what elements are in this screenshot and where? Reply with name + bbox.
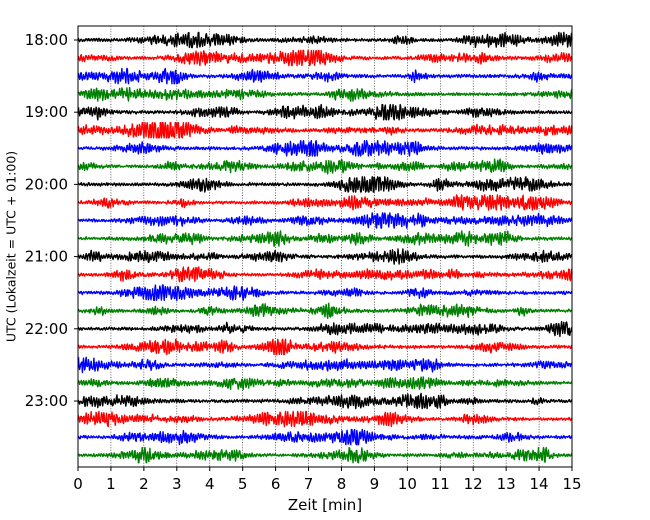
x-tick-label: 7 [304,475,314,493]
trace-line [77,410,573,428]
trace-line [77,356,573,374]
y-tick-label: 20:00 [25,175,68,193]
y-tick-label: 22:00 [25,320,68,338]
x-tick-label: 11 [431,475,450,493]
x-tick-label: 6 [271,475,281,493]
x-tick-label: 13 [497,475,516,493]
trace-line [77,67,573,85]
x-tick-label: 14 [530,475,549,493]
x-axis-label: Zeit [min] [288,496,362,514]
trace-line [77,302,573,319]
trace-line [77,338,573,356]
y-tick-label: 18:00 [25,31,68,49]
trace-line [77,49,573,67]
plot-frame [77,25,573,468]
trace-line [77,194,573,211]
y-axis-label: UTC (Lokalzeit = UTC + 01:00) [4,151,19,342]
traces [77,31,573,464]
y-tick-label: 19:00 [25,103,68,121]
x-tick-label: 4 [205,475,215,493]
trace-line [77,248,573,265]
trace-line [77,284,573,301]
x-tick-label: 0 [73,475,83,493]
x-tick-label: 10 [398,475,417,493]
x-tick-label: 2 [139,475,149,493]
trace-line [77,392,573,410]
trace-line [77,428,573,446]
trace-line [77,139,573,157]
x-tick-label: 9 [370,475,380,493]
trace-line [77,86,573,102]
trace-line [77,446,573,464]
x-tick-label: 3 [172,475,182,493]
trace-line [77,376,573,391]
y-tick-label: 23:00 [25,392,68,410]
x-tick-label: 8 [337,475,347,493]
trace-line [77,266,573,283]
y-tick-label: 21:00 [25,248,68,266]
trace-line [77,103,573,121]
trace-line [77,158,573,175]
trace-line [77,212,573,229]
x-tick-label: 15 [562,475,581,493]
x-tick-label: 5 [238,475,248,493]
trace-line [77,230,573,247]
x-tick-label: 12 [464,475,483,493]
x-tick-label: 1 [106,475,116,493]
trace-line [77,31,573,49]
grid [110,26,540,467]
trace-line [77,176,573,193]
ticks: 0 1 2 3 4 5 6 7 8 9 10 11 12 13 14 1518:0019:0020:0021:… [25,31,582,493]
trace-line [77,320,573,338]
trace-line [77,121,573,139]
